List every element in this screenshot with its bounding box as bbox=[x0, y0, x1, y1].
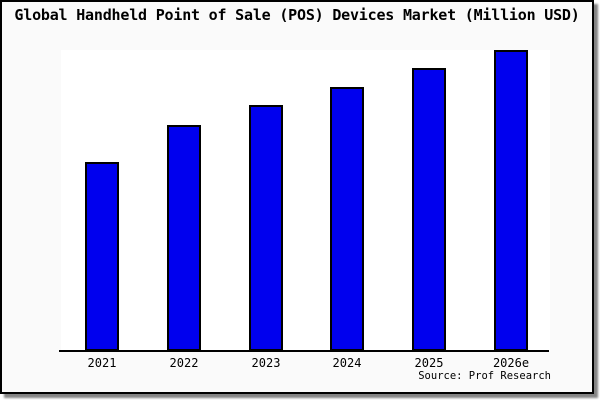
plot-area bbox=[61, 50, 550, 351]
chart-title: Global Handheld Point of Sale (POS) Devi… bbox=[14, 6, 580, 24]
x-tick-label-2022: 2022 bbox=[169, 356, 199, 370]
x-axis-line bbox=[59, 350, 549, 352]
x-tick-label-2026e: 2026e bbox=[492, 356, 530, 370]
bar-2024 bbox=[330, 87, 364, 351]
x-tick-label-2023: 2023 bbox=[251, 356, 281, 370]
bar-2026e bbox=[494, 50, 528, 351]
bar-2021 bbox=[85, 162, 119, 351]
bar-2025 bbox=[412, 68, 446, 351]
x-tick-label-2024: 2024 bbox=[332, 356, 362, 370]
source-credit: Source: Prof Research bbox=[418, 370, 551, 382]
x-tick-label-2021: 2021 bbox=[87, 356, 117, 370]
bar-2022 bbox=[167, 125, 201, 351]
bar-2023 bbox=[249, 105, 283, 351]
x-tick-label-2025: 2025 bbox=[414, 356, 444, 370]
